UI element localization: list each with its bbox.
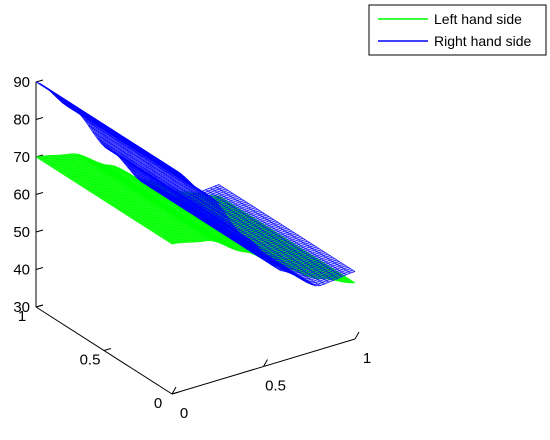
mesh-line	[192, 194, 330, 283]
mesh-line	[44, 155, 181, 244]
mesh-line	[175, 197, 312, 285]
mesh-line	[166, 192, 303, 281]
mesh-line	[48, 155, 186, 243]
mesh-line	[53, 155, 190, 243]
mesh-line	[96, 161, 234, 250]
mesh-line	[179, 198, 316, 287]
mesh-line	[210, 187, 347, 276]
mesh-line	[218, 184, 356, 272]
x-tick-label: 1	[363, 350, 371, 367]
mesh-line	[40, 156, 177, 244]
legend-box	[368, 4, 547, 56]
mesh-line	[201, 191, 338, 279]
mesh-line	[83, 155, 221, 244]
mesh-line	[79, 154, 216, 242]
z-tick-mark	[35, 267, 44, 270]
y-tick-label: 1	[18, 308, 26, 325]
mesh-line	[144, 183, 282, 271]
z-tick-mark	[35, 304, 44, 308]
mesh-line	[35, 156, 173, 245]
mesh-line	[53, 94, 190, 182]
mesh-line	[61, 154, 199, 243]
surfaces	[35, 81, 356, 287]
mesh-line	[88, 125, 225, 213]
z-tick-mark	[35, 117, 44, 120]
mesh-line	[170, 195, 308, 283]
z-tick-label: 60	[13, 187, 30, 204]
legend: Left hand side Right hand side	[368, 4, 547, 56]
y-tick-mark	[103, 348, 112, 351]
y-tick-label: 0.5	[80, 352, 101, 369]
mesh-line	[88, 157, 225, 246]
mesh-line	[101, 143, 238, 231]
mesh-line	[79, 113, 216, 202]
mesh-line	[75, 109, 212, 198]
mesh-line	[214, 185, 351, 274]
mesh-line	[149, 184, 286, 272]
z-tick-label: 40	[13, 262, 30, 279]
mesh-line	[205, 189, 343, 277]
surface-right-hand-side	[35, 81, 356, 287]
mesh-line	[197, 193, 334, 281]
mesh-line	[122, 161, 260, 249]
z-tick-mark	[35, 79, 44, 83]
mesh-line	[109, 164, 247, 253]
mesh-line	[101, 163, 238, 251]
mesh-line	[153, 185, 290, 274]
x-tick-mark	[171, 386, 177, 395]
mesh-line	[83, 118, 221, 207]
z-tick-mark	[35, 192, 44, 195]
z-tick-label: 80	[13, 112, 30, 129]
mesh-line	[183, 198, 321, 286]
mesh-line	[75, 153, 212, 241]
y-tick-label: 0	[154, 395, 162, 412]
z-tick-label: 70	[13, 149, 30, 166]
y-tick-mark	[171, 391, 180, 395]
mesh-line	[66, 154, 203, 242]
mesh-line	[136, 176, 273, 265]
mesh-line	[57, 154, 194, 243]
z-tick-mark	[35, 229, 44, 233]
mesh-line	[218, 195, 356, 284]
x-tick-mark	[263, 359, 268, 367]
z-tick-label: 90	[13, 74, 30, 91]
z-tick-label: 30	[13, 299, 30, 316]
mesh-line	[118, 167, 255, 256]
mesh-line	[92, 131, 229, 220]
mesh-line	[114, 165, 251, 254]
mesh-line	[92, 159, 229, 248]
z-tick-label: 50	[13, 224, 30, 241]
mesh-line	[70, 153, 208, 242]
mesh-line	[48, 89, 186, 178]
x-tick-label: 0	[180, 405, 188, 422]
x-tick-label: 0.5	[265, 378, 286, 395]
x-tick-mark	[354, 331, 360, 340]
mesh-line	[210, 195, 347, 283]
mesh-line	[105, 164, 242, 252]
mesh-line	[188, 196, 325, 285]
legend-label-left-hand-side: Left hand side	[434, 11, 522, 27]
legend-label-right-hand-side: Right hand side	[434, 33, 532, 49]
mesh-line	[114, 152, 251, 241]
mesh-line	[44, 86, 181, 174]
